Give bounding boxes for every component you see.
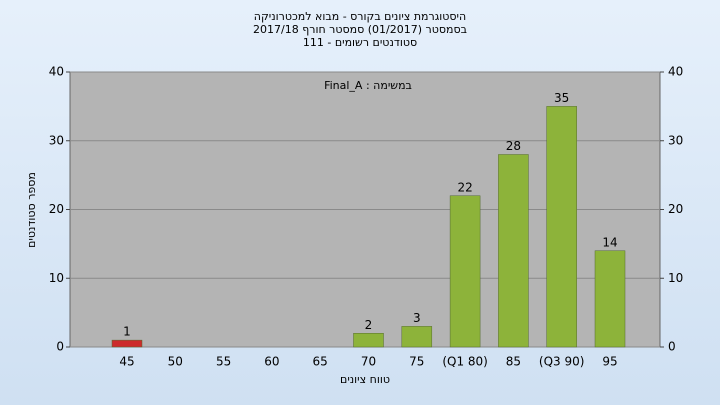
x-tick-label: 45 (119, 355, 134, 369)
y-tick-label: 10 (49, 271, 64, 285)
chart-subtitle: סטודנטים רשומים - 111 (303, 36, 417, 49)
y-tick-label: 40 (49, 65, 64, 79)
data-label: 14 (602, 235, 617, 249)
x-tick-label: (Q1 80) (442, 355, 488, 369)
data-label: 35 (554, 91, 569, 105)
bar (594, 250, 626, 348)
data-label: 1 (123, 325, 131, 339)
data-label: 2 (365, 318, 373, 332)
y-tick-label: 0 (56, 340, 64, 354)
bar (498, 154, 529, 348)
chart-subtitle: בסמסטר (01/2017) סמסטר חורף 2017/18 (253, 23, 467, 36)
y-axis-label: מספר סטודנטים (25, 172, 38, 248)
bar (449, 195, 481, 348)
x-tick-label: 95 (602, 355, 617, 369)
y2-tick-label: 30 (668, 133, 683, 147)
x-tick-label: 75 (409, 355, 424, 369)
x-tick-label: 50 (168, 355, 183, 369)
x-tick-label: 55 (216, 355, 231, 369)
x-tick-label: 65 (313, 355, 328, 369)
data-label: 28 (506, 139, 521, 153)
x-tick-label: (Q3 90) (539, 355, 585, 369)
y2-tick-label: 20 (668, 202, 683, 216)
bar (353, 333, 384, 348)
x-axis-label: טווח ציונים (340, 373, 390, 386)
y2-tick-label: 10 (668, 271, 683, 285)
chart-title: היסטוגרמת ציונים בקורס - מבוא למכטרוניקה (254, 10, 466, 23)
y-tick-label: 20 (49, 202, 64, 216)
x-tick-label: 60 (264, 355, 279, 369)
annotation: במשימה : Final_A (324, 79, 412, 92)
y-tick-label: 30 (49, 133, 64, 147)
y2-tick-label: 0 (668, 340, 676, 354)
data-label: 22 (457, 180, 472, 194)
bar (401, 326, 433, 348)
y2-tick-label: 40 (668, 65, 683, 79)
x-tick-label: 85 (506, 355, 521, 369)
data-label: 3 (413, 311, 421, 325)
bar (546, 106, 577, 348)
x-tick-label: 70 (361, 355, 376, 369)
bar (111, 339, 143, 348)
